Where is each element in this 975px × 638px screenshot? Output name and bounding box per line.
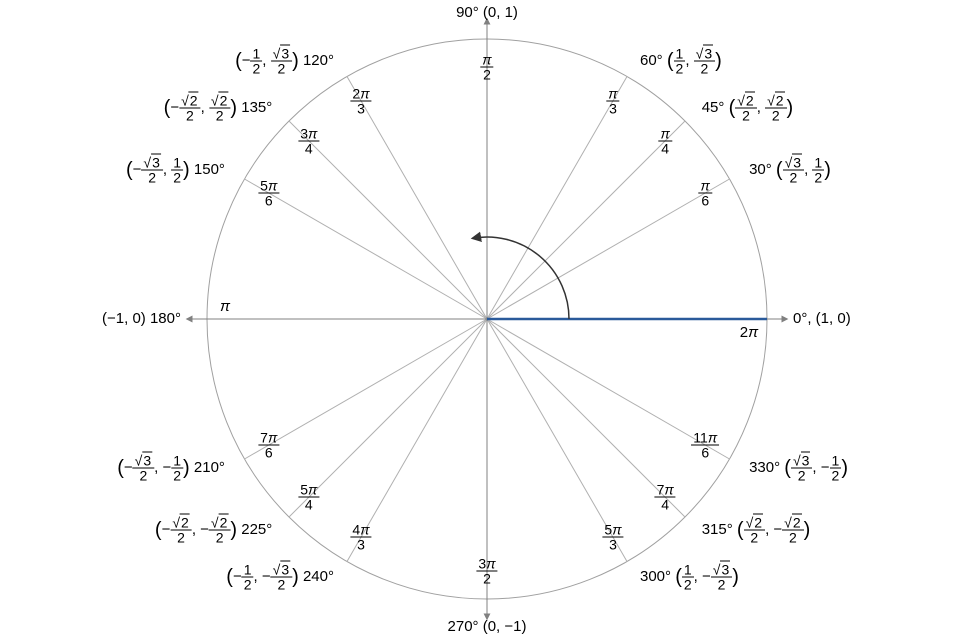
angle-label: π3 [606,86,619,115]
angle-label: (−32, 12) 150° [126,156,225,185]
angle-label: 3π4 [298,126,319,155]
angle-label: 300° (12, −32) [640,563,739,592]
angle-label: π2 [480,53,493,82]
angle-label: (−22, 22) 135° [164,94,273,123]
angle-label: π6 [699,179,712,208]
angle-label: 270° (0, −1) [448,619,527,636]
angle-label: π4 [658,126,671,155]
angle-label: (−12, 32) 120° [235,46,334,75]
angle-label: 5π4 [298,483,319,512]
angle-label: 30° (32, 12) [749,156,831,185]
angle-label: 5π6 [258,179,279,208]
angle-label: (−1, 0) 180° [102,311,181,328]
angle-label: 7π6 [258,431,279,460]
angle-label: 3π2 [476,557,497,586]
angle-label: 4π3 [350,523,371,552]
angle-label: 0°, (1, 0) [793,311,851,328]
angle-label: 45° (22, 22) [702,94,794,123]
angle-label: (−32, −12) 210° [117,454,225,483]
angle-label: 2π3 [350,86,371,115]
angle-label: 7π4 [655,483,676,512]
angle-label: 60° (12, 32) [640,46,722,75]
angle-label: π [220,299,230,316]
angle-label: 90° (0, 1) [456,5,518,22]
angle-label: 5π3 [602,523,623,552]
angle-label: (−12, −32) 240° [226,563,334,592]
angle-label: (−22, −22) 225° [155,515,272,544]
angle-label: 315° (22, −22) [702,515,811,544]
angle-label: 11π6 [691,431,719,460]
angle-label: 330° (32, −12) [749,454,848,483]
angle-label: 2π [740,325,758,342]
